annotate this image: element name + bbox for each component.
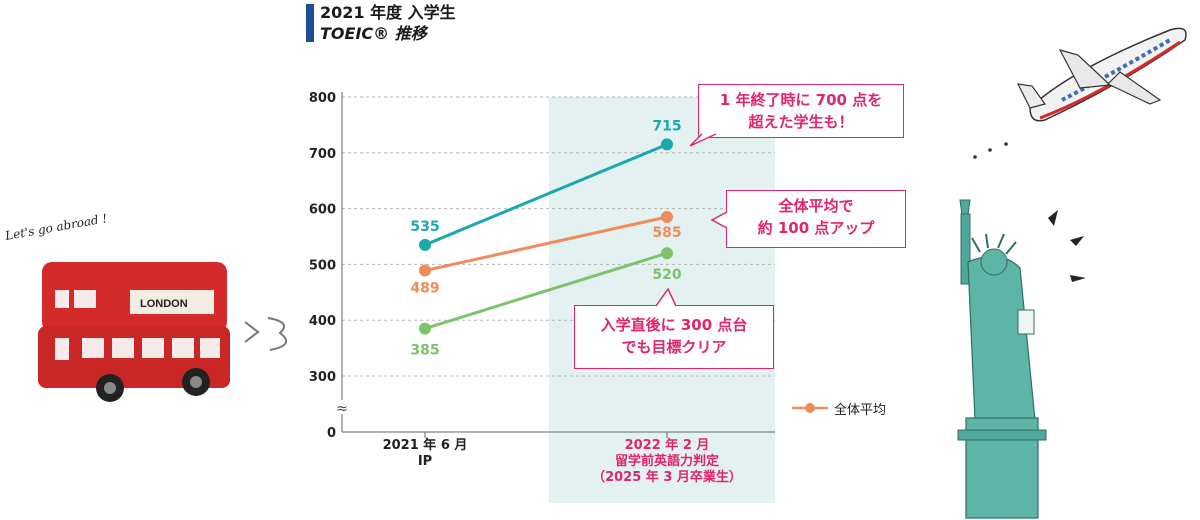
y-tick-label: 400 xyxy=(309,314,336,329)
y-tick-label: 600 xyxy=(309,203,336,218)
bus-sign-text: LONDON xyxy=(140,298,188,310)
data-label-top: 535 xyxy=(410,219,439,235)
callout-top-line-2: 超えた学生も！ xyxy=(748,113,854,131)
series-line-mid xyxy=(424,215,668,273)
y-tick-label: 300 xyxy=(309,370,336,385)
title-line-2: TOEIC® 推移 xyxy=(320,24,427,43)
series-line-top xyxy=(424,143,668,247)
callout-low: 入学直後に 300 点台 でも目標クリア xyxy=(574,305,774,369)
data-labels: 535 715 489 585 385 520 xyxy=(410,118,681,358)
y-tick-label: 800 xyxy=(309,91,336,106)
x-category-label: 2022 年 2 月 xyxy=(625,437,710,453)
y-tick-label: 0 xyxy=(327,426,336,441)
chart-title: 2021 年度 入学生 TOEIC® 推移 xyxy=(320,2,456,44)
title-line-1: 2021 年度 入学生 xyxy=(320,3,456,22)
x-category-label: IP xyxy=(418,454,432,469)
y-tick-label: 500 xyxy=(309,258,336,273)
callout-top: 1 年終了時に 700 点を 超えた学生も！ xyxy=(698,84,904,138)
axis-break-symbol: ≈ xyxy=(336,401,348,417)
london-bus-illustration: LONDON xyxy=(38,262,288,402)
data-label-mid: 489 xyxy=(410,281,439,297)
callout-mid-line-2: 約 100 点アップ xyxy=(757,219,875,237)
callout-mid: 全体平均で 約 100 点アップ xyxy=(726,190,906,248)
statue-of-liberty-illustration xyxy=(957,199,1086,519)
axis-break-mask xyxy=(334,400,350,414)
y-tick-label: 700 xyxy=(309,147,336,162)
airplane-illustration xyxy=(973,27,1187,159)
callout-top-line-1: 1 年終了時に 700 点を xyxy=(719,91,883,109)
handwritten-text: Let's go abroad ! xyxy=(3,211,108,243)
data-point-top xyxy=(661,138,673,151)
data-point-top xyxy=(419,238,431,251)
legend-swatch xyxy=(792,403,828,413)
y-tick-labels: 0 300 400 500 600 700 800 xyxy=(309,91,336,441)
data-label-low: 520 xyxy=(652,267,681,283)
series-line-low xyxy=(424,251,668,331)
callout-low-line-2: でも目標クリア xyxy=(621,338,727,356)
data-point-mid xyxy=(661,210,673,223)
legend-label: 全体平均 xyxy=(834,402,887,418)
data-label-low: 385 xyxy=(410,343,439,359)
data-point-low xyxy=(419,322,431,335)
callout-low-line-1: 入学直後に 300 点台 xyxy=(600,316,748,334)
data-label-mid: 585 xyxy=(652,225,681,241)
series-lines xyxy=(419,138,673,335)
data-point-mid xyxy=(419,264,431,277)
callout-mid-line-1: 全体平均で xyxy=(778,197,854,215)
legend: 全体平均 xyxy=(790,398,886,418)
axes: ≈ xyxy=(334,92,775,438)
data-point-low xyxy=(661,247,673,260)
title-accent-bar xyxy=(306,4,314,42)
x-category-label: （2025 年 3 月卒業生） xyxy=(592,469,742,485)
data-label-top: 715 xyxy=(652,118,681,134)
x-category-label: 留学前英語力判定 xyxy=(615,453,719,469)
x-category-label: 2021 年 6 月 xyxy=(383,437,468,453)
